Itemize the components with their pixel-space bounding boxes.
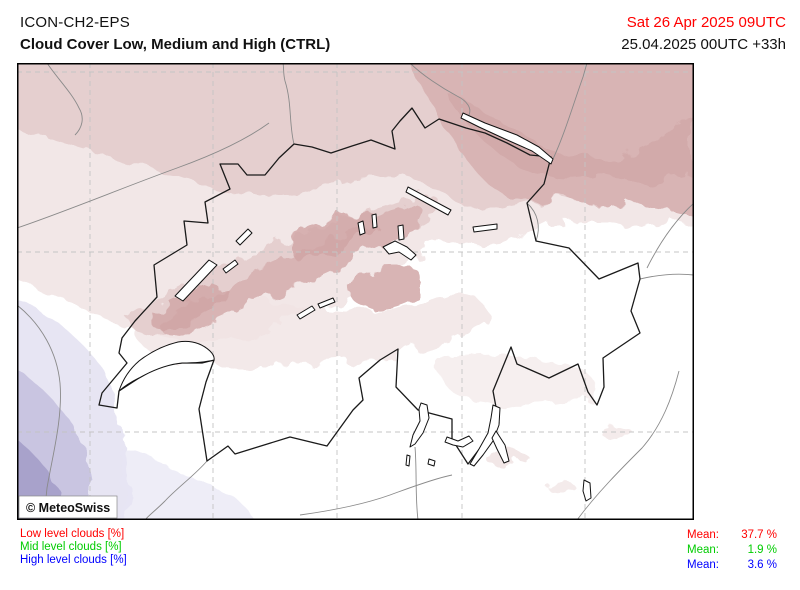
border-france-italy (144, 460, 208, 520)
low-cloud-darkest-jura-west (151, 285, 227, 332)
border-po-region (299, 474, 453, 516)
mean-value-low: 37.7 % (741, 529, 777, 541)
low-cloud-speckle-2 (601, 427, 633, 439)
low-cloud-dark-alps-rim (348, 266, 424, 310)
border-germany-austria (552, 63, 588, 160)
mean-label-low: Mean: (687, 529, 719, 541)
graticule (17, 63, 694, 520)
low-cloud-light-patch-south (437, 355, 596, 407)
border-austria-inner (646, 202, 694, 269)
border-ticino-river (414, 446, 419, 520)
low-cloud-speckle-3 (548, 482, 576, 494)
neighbor-borders (17, 63, 694, 520)
copyright-box: © MeteoSwiss (18, 495, 118, 519)
lake-hallwil (371, 213, 378, 229)
border-rhine-north (282, 63, 295, 145)
header-right: Sat 26 Apr 2025 09UTC 25.04.2025 00UTC +… (621, 12, 786, 56)
border-liechtenstein (526, 202, 539, 242)
lake-geneva (118, 340, 215, 392)
valid-time: Sat 26 Apr 2025 09UTC (626, 14, 786, 31)
lake-como-east-branch (491, 430, 510, 464)
lake-constance (460, 112, 554, 165)
lake-sempach (357, 220, 366, 236)
mean-value-high: 3.6 % (747, 559, 777, 571)
border-doubs (17, 122, 270, 229)
high-cloud-light-bottom (120, 448, 253, 520)
border-nw-wiggle (46, 63, 83, 136)
lake-lugano (444, 435, 474, 448)
lake-brienz (317, 297, 336, 309)
lake-orta (405, 454, 411, 467)
lake-como (469, 404, 501, 467)
legend: Low level clouds [%] Mid level clouds [%… (20, 528, 127, 567)
product-title: Cloud Cover Low, Medium and High (CTRL) (20, 36, 331, 53)
map-frame (17, 63, 694, 520)
mean-values: Mean: 37.7 % Mean: 1.9 % Mean: 3.6 % (687, 528, 777, 573)
legend-item-high: High level clouds [%] (20, 554, 127, 566)
mean-label-high: Mean: (687, 559, 719, 571)
mean-label-mid: Mean: (687, 544, 719, 556)
mean-value-mid: 1.9 % (747, 544, 777, 556)
map-canvas: © MeteoSwiss (17, 63, 694, 520)
header-left: ICON-CH2-EPS Cloud Cover Low, Medium and… (20, 12, 330, 56)
low-cloud-darkest-jura-east (290, 213, 377, 260)
lake-walensee (472, 223, 498, 233)
model-title: ICON-CH2-EPS (20, 14, 130, 31)
lake-thun (296, 305, 316, 320)
border-germany-inner (409, 63, 471, 116)
copyright-label: © MeteoSwiss (26, 501, 110, 515)
lake-varese (427, 458, 436, 467)
lake-biel (235, 228, 253, 246)
low-cloud-darkest-bodensee (447, 93, 694, 182)
lake-zurich (405, 186, 452, 216)
lake-lucerne (382, 240, 417, 261)
lake-murten (222, 259, 239, 274)
cloud-shading-layer (17, 63, 694, 520)
lake-iseo (582, 479, 592, 502)
lake-zug (397, 224, 405, 241)
weather-map: © MeteoSwiss (17, 63, 694, 520)
legend-item-low: Low level clouds [%] (20, 528, 125, 540)
lake-maggiore (409, 402, 430, 448)
border-austria-italy (639, 273, 694, 280)
border-lombardy (576, 370, 680, 520)
lake-neuchatel (174, 259, 218, 302)
lakes (118, 112, 592, 502)
switzerland-border (98, 107, 641, 465)
legend-item-mid: Mid level clouds [%] (20, 541, 122, 553)
run-info: 25.04.2025 00UTC +33h (621, 36, 786, 53)
